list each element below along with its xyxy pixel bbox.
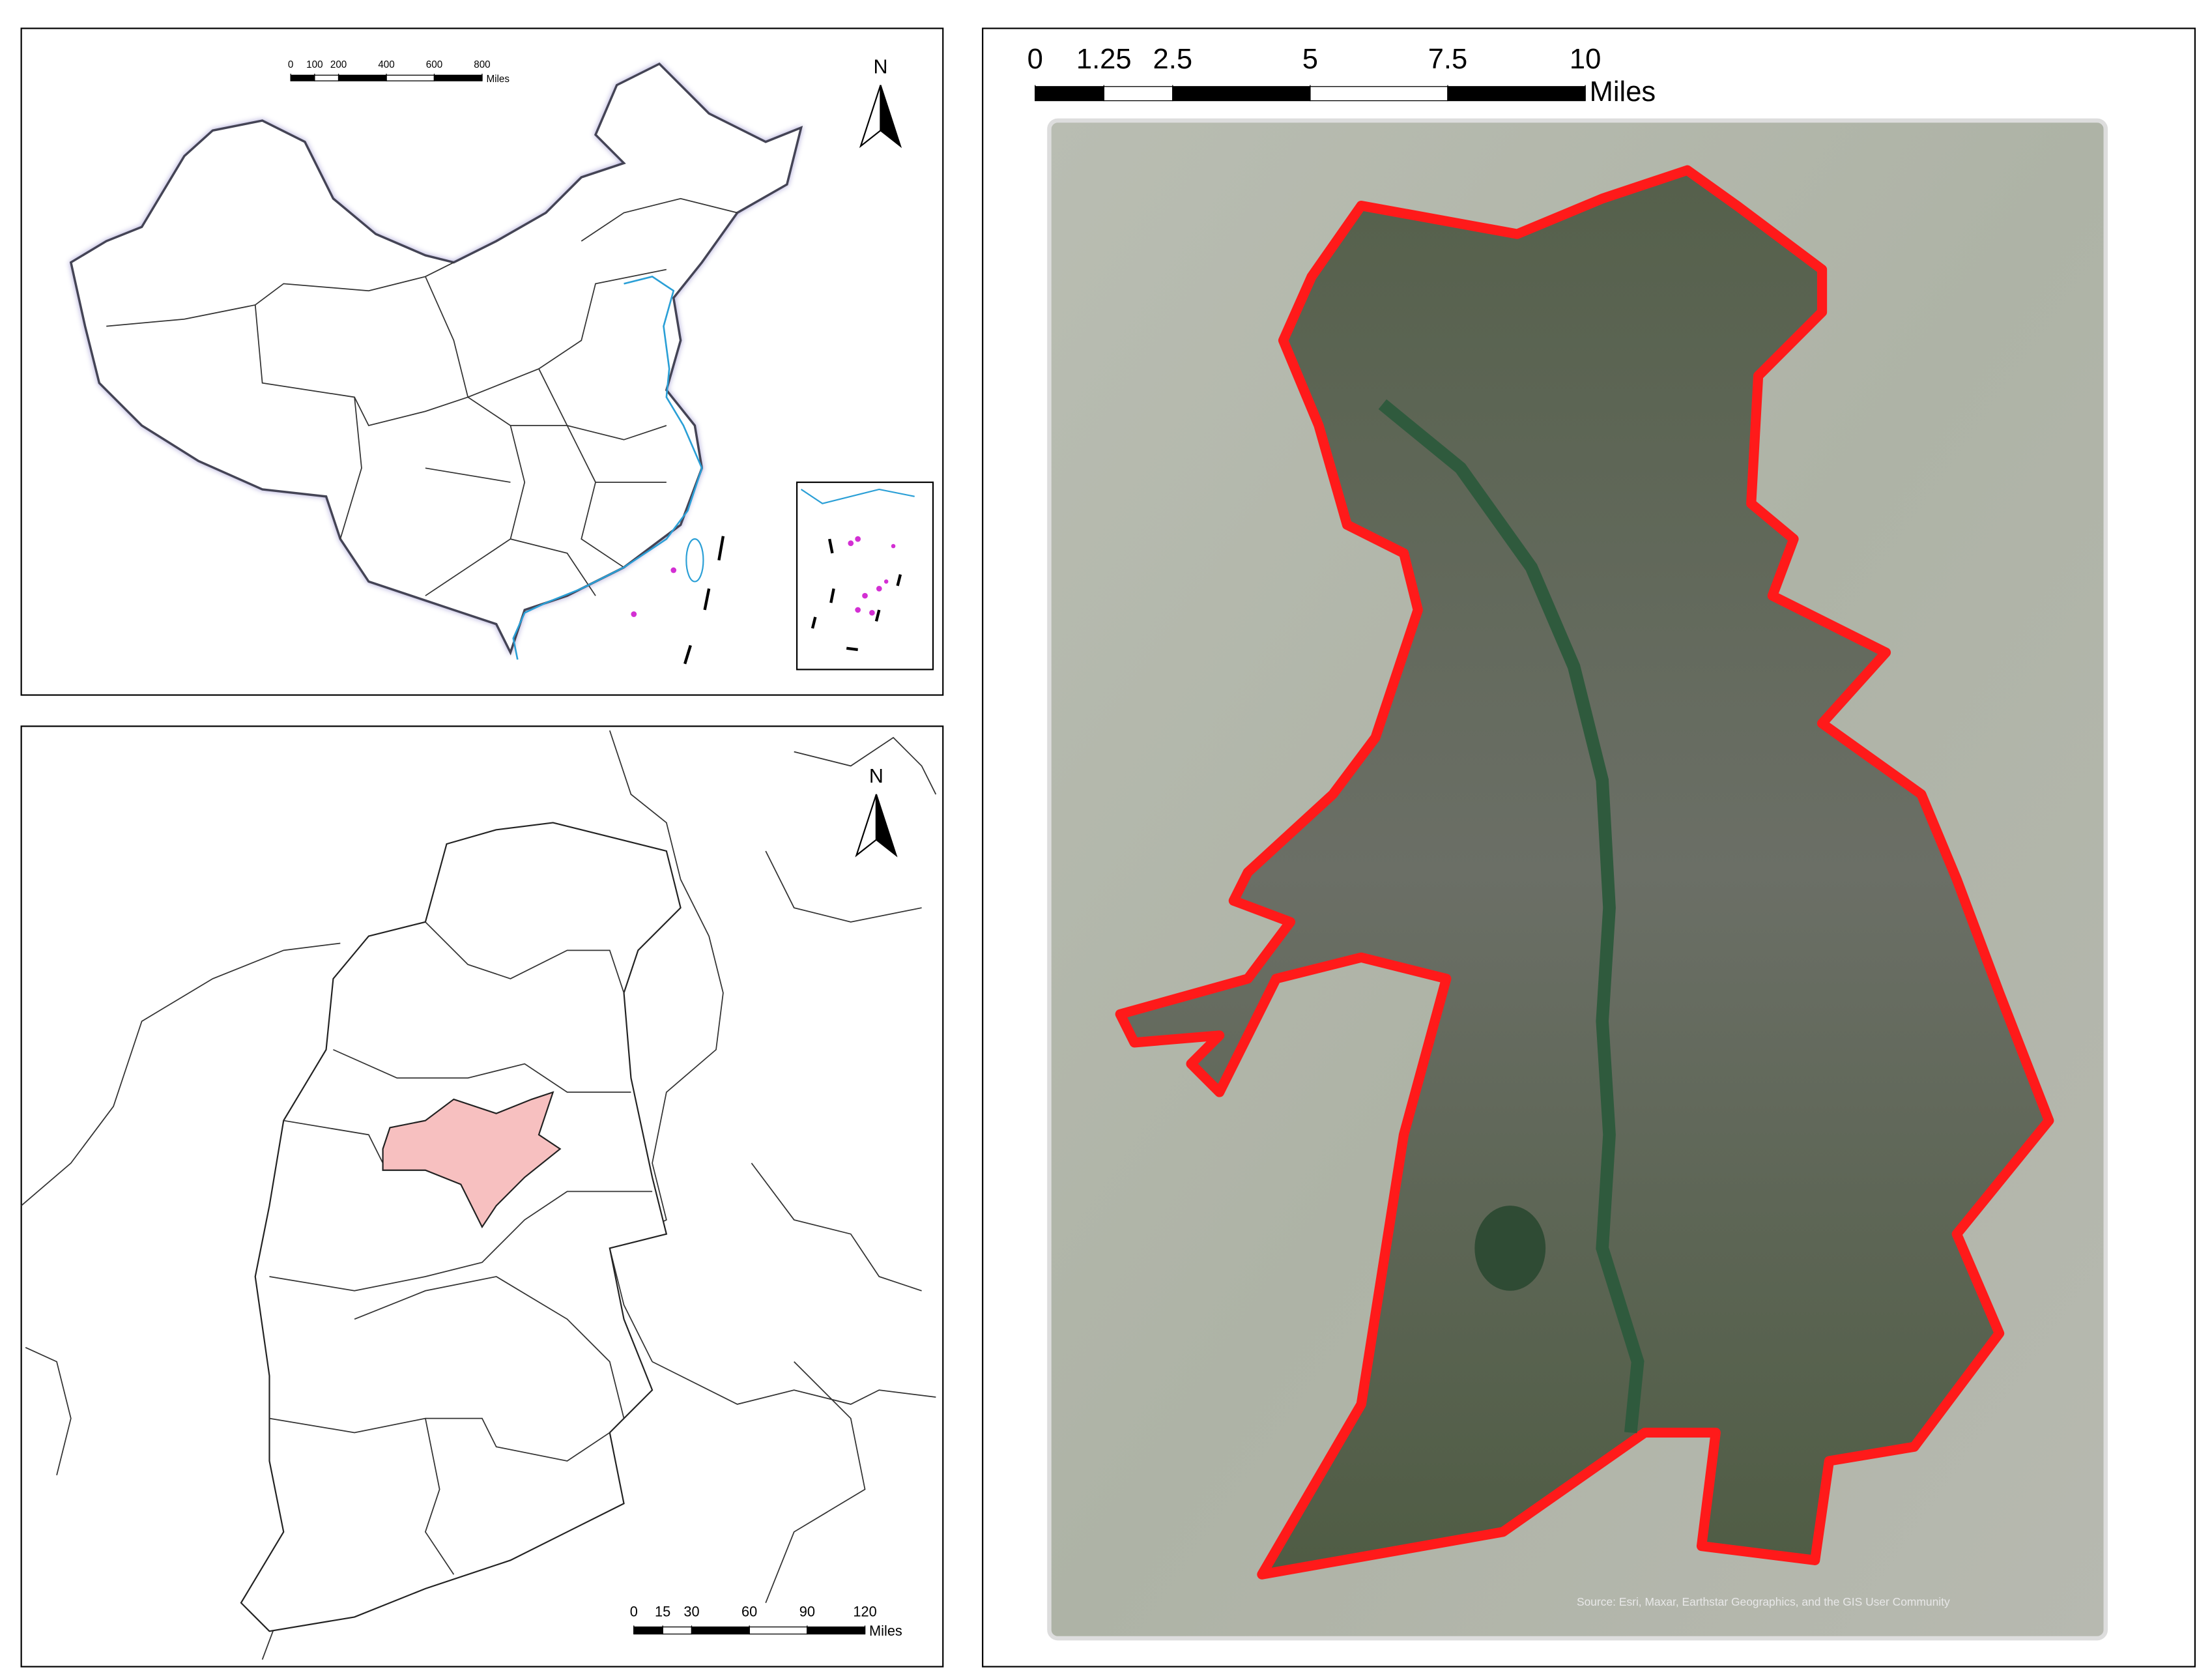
scale-segment [433,74,483,81]
scale-label: 120 [853,1604,876,1620]
lake [1474,1206,1546,1291]
china-outline [69,62,803,656]
scale-bars: 0 100 200 400 600 800 Miles 0 15 30 60 90 120 Miles 0 1… [288,44,1656,1639]
prefecture-borders [269,921,653,1575]
scale-label: 1.25 [1076,44,1132,75]
scale-segment [314,74,339,81]
scale-segment [749,1626,808,1635]
inset-frame [796,481,934,671]
scale-label: 0 [288,59,293,70]
scale-segment [338,74,387,81]
province-borders [106,197,738,596]
city-boundary [1115,165,2054,1580]
attribution: Source: Esri, Maxar, Earthstar Geographi… [1577,1595,1950,1608]
north-label: N [873,56,887,78]
scale-unit: Miles [486,74,510,85]
river [1378,399,1645,1434]
north-arrow-right [875,794,898,858]
scale-label: 30 [683,1604,699,1620]
north-arrows: NN [855,56,902,858]
scale-segment [1172,86,1311,102]
scale-segment [691,1626,750,1635]
scale-segment [290,74,315,81]
scale-label: 0 [630,1604,638,1620]
scale-label: 0 [1027,44,1043,75]
scale-unit: Miles [869,1623,902,1639]
scale-label: 60 [741,1604,757,1620]
scale-segment [1035,86,1104,102]
highlighted-city [382,1091,562,1228]
north-arrow-right [880,85,902,149]
north-label: N [869,765,883,787]
scale-label: 400 [378,59,394,70]
scale-segment [386,74,435,81]
scale-unit: Miles [1590,76,1656,108]
scale-label: 200 [330,59,347,70]
province-outline [240,822,682,1632]
scale-label: 15 [655,1604,670,1620]
scale-label: 10 [1570,44,1601,75]
boundary-dashes [683,536,725,665]
inset-dashes [811,538,902,652]
scale-segment [1447,86,1586,102]
scale-segment [662,1626,693,1635]
scale-label: 90 [799,1604,815,1620]
scale-label: 5 [1302,44,1318,75]
coastline [512,276,703,660]
inset-islands [631,488,915,617]
taiwan [685,538,704,583]
scale-label: 100 [306,59,323,70]
scale-segment [1310,86,1448,102]
scale-segment [807,1626,866,1635]
scale-label: 600 [426,59,442,70]
scale-label: 7.5 [1428,44,1467,75]
scale-label: 800 [474,59,490,70]
scale-label: 2.5 [1153,44,1192,75]
scale-segment [633,1626,663,1635]
scale-segment [1103,86,1173,102]
